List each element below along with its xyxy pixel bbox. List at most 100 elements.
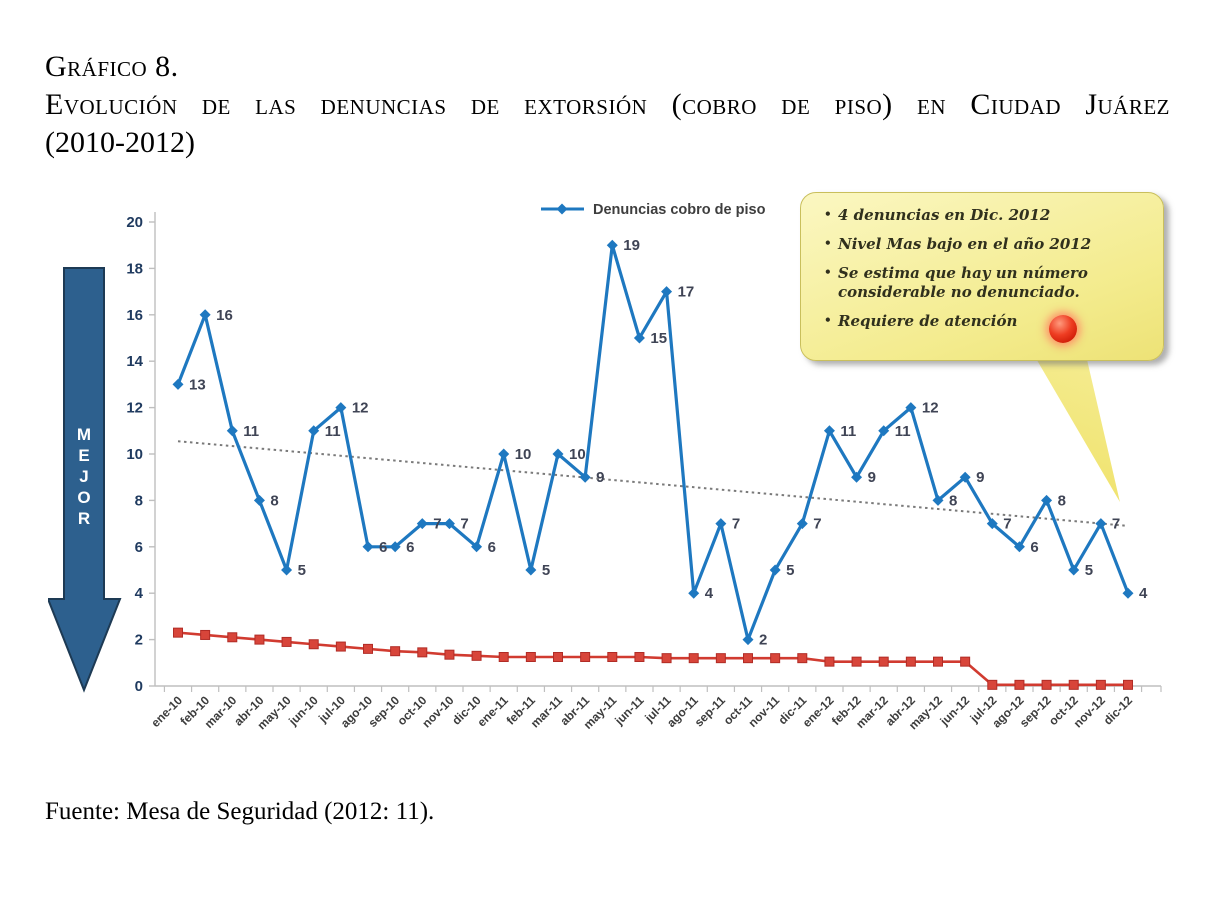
chart-text: 11 — [840, 423, 856, 440]
chart-text: 4 — [135, 585, 144, 602]
mejor-arrow — [48, 267, 122, 693]
chart-text: sep-12 — [1017, 693, 1054, 730]
blue-series-line — [176, 243, 1130, 642]
chart-text: 7 — [1112, 516, 1120, 533]
red-series-marker — [471, 650, 482, 661]
chart-text: 6 — [379, 539, 387, 556]
chart-canvas: 02468101214161820ene-10feb-10mar-10abr-1… — [126, 202, 1162, 732]
red-series-marker — [525, 652, 536, 662]
chart-text: 10 — [126, 446, 143, 463]
chart-text: ene-11 — [475, 693, 512, 730]
blue-series-marker — [552, 448, 564, 460]
red-series-marker — [417, 647, 428, 658]
red-dot-icon — [1049, 315, 1077, 343]
figure-title: Evolución de las denuncias de extorsión … — [45, 88, 1170, 121]
blue-series-marker — [1122, 587, 1134, 599]
chart-text: 8 — [1058, 492, 1066, 509]
red-series-marker — [553, 652, 564, 662]
blue-series-marker — [172, 378, 184, 390]
chart-text: nov-11 — [745, 693, 782, 730]
red-series-marker — [851, 656, 862, 667]
chart-text: 12 — [922, 400, 939, 417]
chart-text: 15 — [650, 330, 667, 347]
chart-text: 6 — [135, 539, 143, 556]
blue-series-marker — [389, 541, 401, 553]
source-note: Fuente: Mesa de Seguridad (2012: 11). — [45, 798, 435, 825]
blue-series-marker — [416, 518, 428, 530]
chart-text: 6 — [488, 539, 496, 556]
chart-text: 7 — [732, 516, 740, 533]
blue-series-marker — [606, 239, 618, 251]
chart-text: 2 — [759, 632, 767, 649]
chart-text: 11 — [325, 423, 341, 440]
red-series-marker — [335, 641, 346, 652]
chart-text: 2 — [135, 632, 143, 649]
blue-series-marker — [498, 448, 510, 460]
blue-series-marker — [932, 494, 944, 506]
red-series-marker — [743, 653, 754, 664]
chart-text: 4 — [705, 585, 714, 602]
red-series-marker — [688, 653, 699, 664]
chart-text: 7 — [460, 516, 468, 533]
blue-series-marker — [525, 564, 537, 576]
chart-text: 10 — [515, 446, 532, 463]
blue-series-marker — [1068, 564, 1080, 576]
chart-text: 8 — [135, 492, 143, 509]
chart-region: 0 2 4 6 8 10 12 14 16 18 20 ene-10 feb-10 mar-10 abr-1… — [35, 185, 1185, 775]
red-series-marker — [281, 636, 292, 647]
chart-text: Denuncias cobro de piso — [593, 202, 766, 218]
chart-text: 6 — [1030, 539, 1038, 556]
red-series-marker — [987, 679, 998, 690]
chart-text: 0 — [135, 678, 143, 695]
blue-series-marker — [579, 471, 591, 483]
blue-series-marker — [769, 564, 781, 576]
down-arrow-icon — [48, 267, 122, 693]
chart-text: 20 — [126, 214, 143, 231]
red-series-marker — [960, 656, 971, 667]
blue-series-marker — [742, 634, 754, 646]
blue-series-marker — [443, 518, 455, 530]
red-series-marker — [1123, 679, 1134, 690]
blue-series-marker — [199, 309, 211, 321]
red-series-marker — [173, 627, 183, 638]
chart-text: 12 — [352, 400, 369, 417]
chart-text: jun-10 — [285, 693, 321, 729]
chart-text: dic-12 — [1101, 693, 1136, 728]
red-series-line — [177, 631, 1129, 687]
red-series-marker — [227, 632, 238, 643]
chart-text: sep-10 — [365, 693, 402, 730]
blue-series-marker — [878, 425, 890, 437]
blue-series-marker — [905, 402, 917, 414]
red-series-marker — [200, 629, 211, 640]
blue-series-marker — [1013, 541, 1025, 553]
callout-bullet: Se estima que hay un número considerable… — [823, 264, 1151, 304]
blue-series-marker — [688, 587, 700, 599]
chart-text: 8 — [949, 492, 957, 509]
red-series-marker — [363, 643, 374, 654]
blue-series-marker — [959, 471, 971, 483]
legend-marker — [556, 203, 568, 215]
red-series-marker — [634, 652, 645, 662]
chart-text: jun-11 — [611, 693, 646, 728]
blue-series-marker — [281, 564, 293, 576]
red-series-marker — [1068, 679, 1079, 690]
title-block: Gráfico 8. Evolución de las denuncias de… — [45, 48, 1170, 162]
blue-series-marker — [471, 541, 483, 553]
red-series-marker — [797, 653, 808, 664]
red-series-marker — [498, 652, 509, 662]
blue-series-marker — [823, 425, 835, 437]
chart-text: 16 — [126, 307, 143, 324]
chart-text: 19 — [623, 237, 640, 254]
chart-text: 6 — [406, 539, 414, 556]
blue-series-marker — [335, 402, 347, 414]
red-series-marker — [770, 653, 781, 664]
blue-series-marker — [633, 332, 645, 344]
chart-text: 13 — [189, 376, 206, 393]
blue-series-marker — [796, 518, 808, 530]
red-series-marker — [580, 652, 591, 662]
blue-series-marker — [226, 425, 238, 437]
red-series-marker — [254, 634, 265, 645]
blue-series-marker — [1041, 494, 1053, 506]
figure-number: Gráfico 8. — [45, 50, 179, 83]
